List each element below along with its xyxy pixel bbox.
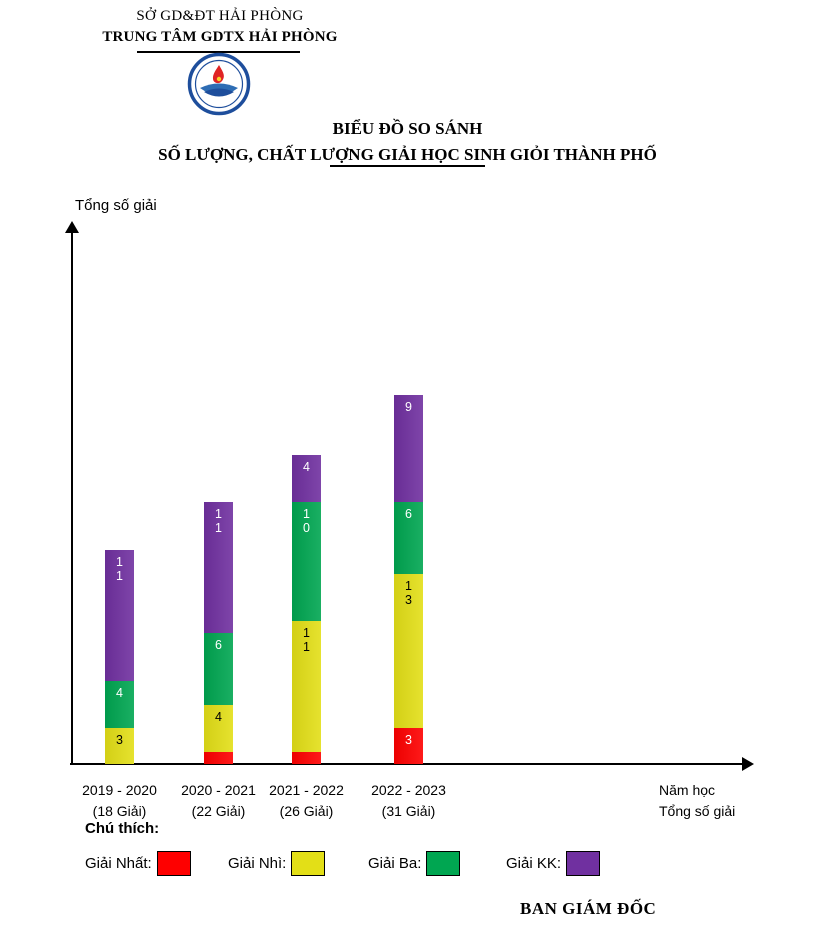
x-axis-category: 2021 - 2022 (26 Giải) xyxy=(247,780,367,822)
y-axis-line xyxy=(71,232,73,765)
legend-item-giải-nhất: Giải Nhất: xyxy=(85,851,191,876)
bar-segment-giải-kk: 9 xyxy=(394,395,423,502)
legend-item-giải-kk: Giải KK: xyxy=(506,851,601,876)
segment-value-label: 4 xyxy=(215,710,222,724)
x-axis-arrow-icon xyxy=(742,757,754,771)
bar-segment-giải-nhất xyxy=(204,752,233,764)
bar-segment-giải-ba: 4 xyxy=(105,681,134,728)
x-axis-label-2: Tổng số giải xyxy=(659,803,736,819)
chart-title: BIỂU ĐỒ SO SÁNH SỐ LƯỢNG, CHẤT LƯỢNG GIẢ… xyxy=(0,119,815,165)
legend-color-swatch xyxy=(156,851,191,876)
org-name-parent: SỞ GD&ĐT HẢI PHÒNG xyxy=(136,8,304,24)
y-axis-label: Tổng số giải xyxy=(75,197,157,214)
bar-segment-giải-kk: 4 xyxy=(292,455,321,502)
legend-item-label: Giải Nhất: xyxy=(85,855,152,872)
x-axis-category: 2020 - 2021 (22 Giải) xyxy=(159,780,279,822)
category-total: (18 Giải) xyxy=(92,803,147,819)
legend-color-swatch xyxy=(291,851,326,876)
category-year: 2019 - 2020 xyxy=(82,782,157,798)
chart-title-line2: SỐ LƯỢNG, CHẤT LƯỢNG GIẢI HỌC SINH GIỎI … xyxy=(158,145,657,164)
segment-value-label: 4 xyxy=(303,460,310,474)
segment-value-label: 4 xyxy=(116,686,123,700)
segment-value-label: 6 xyxy=(405,507,412,521)
bar-segment-giải-nhất: 3 xyxy=(394,728,423,764)
x-axis-category: 2022 - 2023 (31 Giải) xyxy=(349,780,469,822)
x-axis-end-labels: Năm học Tổng số giải xyxy=(659,780,735,822)
legend-color-swatch xyxy=(426,851,461,876)
bar-segment-giải-nhì: 3 xyxy=(105,728,134,764)
y-axis-arrow-icon xyxy=(65,221,79,233)
legend-item-label: Giải Nhì: xyxy=(228,855,287,872)
category-year: 2022 - 2023 xyxy=(371,782,446,798)
bar-segment-giải-nhất xyxy=(292,752,321,764)
org-name-unit: TRUNG TÂM GDTX HẢI PHÒNG xyxy=(102,29,338,45)
x-axis-line xyxy=(70,763,744,765)
category-total: (26 Giải) xyxy=(279,803,334,819)
legend-item-giải-ba: Giải Ba: xyxy=(368,851,461,876)
x-axis-category: 2019 - 2020 (18 Giải) xyxy=(60,780,180,822)
x-axis-label: Năm học xyxy=(659,782,716,798)
chart-title-line1: BIỂU ĐỒ SO SÁNH xyxy=(332,119,483,138)
legend: Giải Nhất: Giải Nhì: Giải Ba: Giải KK: xyxy=(0,851,815,881)
signature-title: BAN GIÁM ĐỐC xyxy=(520,899,657,918)
legend-item-label: Giải KK: xyxy=(506,855,562,872)
center-logo xyxy=(187,52,251,116)
bar-segment-giải-ba: 6 xyxy=(204,633,233,705)
bar-segment-giải-nhì: 4 xyxy=(204,705,233,752)
segment-value-label: 3 xyxy=(116,733,123,747)
chart-title-underline xyxy=(330,165,485,167)
segment-value-label: 6 xyxy=(215,638,222,652)
segment-value-label: 9 xyxy=(405,400,412,414)
segment-value-label: 3 xyxy=(405,733,412,747)
category-total: (22 Giải) xyxy=(191,803,246,819)
letterhead: SỞ GD&ĐT HẢI PHÒNG TRUNG TÂM GDTX HẢI PH… xyxy=(55,8,385,46)
legend-title: Chú thích: xyxy=(85,820,160,837)
legend-item-giải-nhì: Giải Nhì: xyxy=(228,851,326,876)
legend-item-label: Giải Ba: xyxy=(368,855,422,872)
org-name-underline xyxy=(137,51,300,53)
category-total: (31 Giải) xyxy=(381,803,436,819)
category-year: 2021 - 2022 xyxy=(269,782,344,798)
category-year: 2020 - 2021 xyxy=(181,782,256,798)
legend-color-swatch xyxy=(566,851,601,876)
bar-segment-giải-ba: 6 xyxy=(394,502,423,574)
